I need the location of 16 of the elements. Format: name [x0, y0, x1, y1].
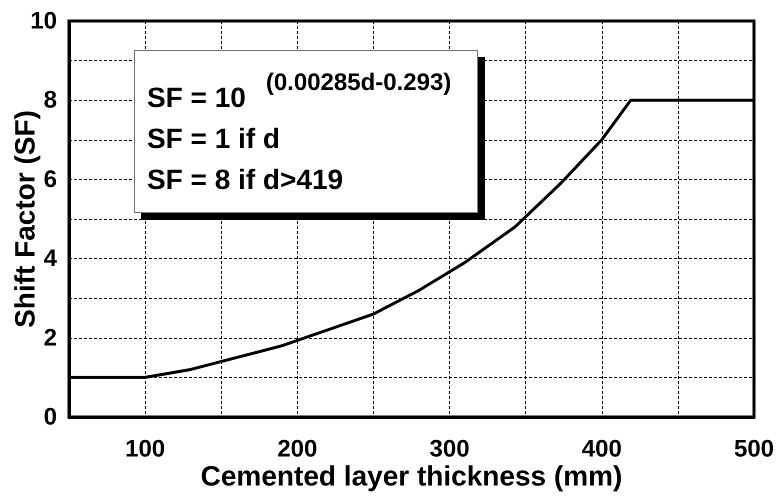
y-tick-label: 10	[30, 8, 57, 34]
x-tick-label: 400	[582, 436, 622, 462]
annotation: SF = 8 if d>419	[147, 163, 344, 197]
x-tick-label: 100	[125, 436, 166, 462]
y-tick-label: 8	[44, 86, 57, 114]
y-tick-label: 2	[44, 324, 57, 352]
y-tick-label: 0	[44, 404, 57, 430]
y-tick-label: 6	[44, 166, 57, 193]
x-tick-label: 300	[430, 436, 470, 462]
x-tick-label: 500	[734, 436, 774, 462]
y-axis-title: Shift Factor (SF)	[10, 110, 40, 328]
x-axis-title: Cemented layer thickness (mm)	[200, 460, 622, 492]
y-tick-label: 4	[44, 245, 58, 272]
annotation: SF = 10$^{(0.00285d-0.293)}$	[147, 69, 452, 115]
x-tick-label: 200	[277, 436, 318, 462]
annotation: SF = 1 if d	[147, 122, 282, 156]
